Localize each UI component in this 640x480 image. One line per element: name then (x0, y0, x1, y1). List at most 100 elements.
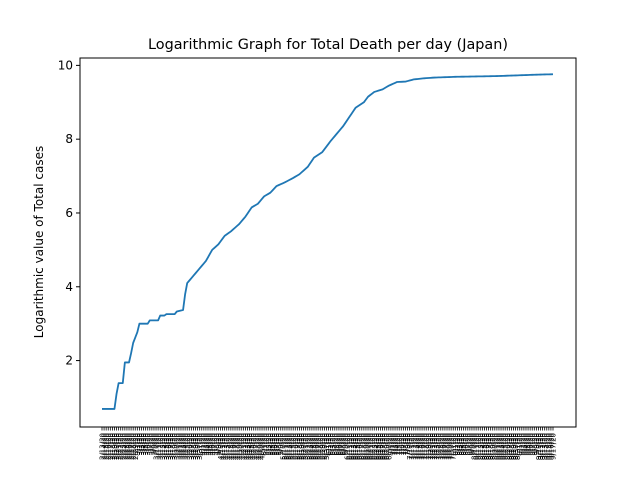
x-tick-label: 9/1/20 (516, 433, 524, 456)
x-tick-label: 3/19/20 (171, 433, 179, 460)
x-tick-label: 5/13/20 (286, 433, 294, 460)
x-tick-label: 8/1/20 (452, 433, 460, 456)
x-tick-label: 5/16/20 (292, 433, 300, 460)
x-tick-label: 4/12/20 (221, 433, 229, 460)
x-tick-label: 7/1/20 (387, 433, 395, 456)
x-tick-label: 6/8/20 (340, 433, 348, 456)
x-tick-label: 5/26/20 (313, 433, 321, 460)
x-tick-label: 7/22/20 (431, 433, 439, 460)
x-tick-label: 7/6/20 (398, 433, 406, 456)
x-tick-label: 8/18/20 (487, 433, 495, 460)
x-tick-label: 7/23/20 (433, 433, 441, 460)
x-tick-label: 3/5/20 (142, 433, 150, 456)
x-tick-label: 6/30/20 (385, 433, 393, 460)
x-tick-label: 4/30/20 (259, 433, 267, 460)
x-tick-label: 2/15/20 (103, 433, 111, 460)
x-tick-label: 7/3/20 (392, 433, 400, 456)
x-tick-label: 2/26/20 (126, 433, 134, 460)
x-tick-label: 8/22/20 (495, 433, 503, 460)
x-tick-label: 6/4/20 (331, 433, 339, 456)
x-tick-label: 3/21/20 (175, 433, 183, 460)
x-tick-label: 4/6/20 (209, 433, 217, 456)
x-tick-label: 9/16/20 (547, 433, 555, 460)
x-tick-label: 3/1/20 (134, 433, 142, 456)
x-tick-label: 3/8/20 (148, 433, 156, 456)
x-tick-label: 3/12/20 (157, 433, 165, 460)
x-tick-label: 9/6/20 (527, 433, 535, 456)
x-tick-label: 8/29/20 (510, 433, 518, 460)
x-tick-label: 5/1/20 (261, 433, 269, 456)
x-tick-label: 6/21/20 (367, 433, 375, 460)
x-tick-label: 7/5/20 (396, 433, 404, 456)
x-tick-label: 6/29/20 (383, 433, 391, 460)
x-tick-label: 6/11/20 (346, 433, 354, 460)
x-tick-label: 5/19/20 (298, 433, 306, 460)
x-tick-label: 4/17/20 (232, 433, 240, 460)
x-tick-label: 8/23/20 (498, 433, 506, 460)
x-tick-label: 8/16/20 (483, 433, 491, 460)
x-tick-label: 5/7/20 (273, 433, 281, 456)
x-tick-label: 9/3/20 (520, 433, 528, 456)
x-tick-label: 7/8/20 (402, 433, 410, 456)
x-tick-label: 9/17/20 (550, 433, 558, 460)
x-tick-label: 5/12/20 (283, 433, 291, 460)
x-tick-label: 2/23/20 (119, 433, 127, 460)
x-tick-label: 5/3/20 (265, 433, 273, 456)
x-tick-label: 3/7/20 (146, 433, 154, 456)
x-tick-label: 6/22/20 (369, 433, 377, 460)
x-tick-label: 3/4/20 (140, 433, 148, 456)
x-tick-label: 5/6/20 (271, 433, 279, 456)
x-tick-label: 8/6/20 (462, 433, 470, 456)
x-tick-label: 9/14/20 (543, 433, 551, 460)
x-tick-label: 8/12/20 (475, 433, 483, 460)
x-tick-label: 6/16/20 (356, 433, 364, 460)
x-tick-label: 6/19/20 (362, 433, 370, 460)
x-tick-label: 3/26/20 (186, 433, 194, 460)
x-tick-label: 6/25/20 (375, 433, 383, 460)
x-tick-label: 5/17/20 (294, 433, 302, 460)
x-tick-label: 8/26/20 (504, 433, 512, 460)
x-tick-label: 5/23/20 (306, 433, 314, 460)
x-tick-label: 2/22/20 (117, 433, 125, 460)
y-ticks: 2 4 6 8 10 (58, 58, 80, 368)
x-tick-label: 6/14/20 (352, 433, 360, 460)
y-axis-label: Logarithmic value of Total cases (32, 146, 46, 338)
x-tick-label: 7/11/20 (408, 433, 416, 460)
x-tick-label: 5/15/20 (290, 433, 298, 460)
x-tick-label: 2/27/20 (128, 433, 136, 460)
x-tick-label: 4/27/20 (252, 433, 260, 460)
x-tick-label: 5/24/20 (308, 433, 316, 460)
x-tick-label: 4/4/20 (204, 433, 212, 456)
x-tick-label: 9/4/20 (522, 433, 530, 456)
x-tick-label: 5/21/20 (302, 433, 310, 460)
x-tick-label: 4/9/20 (215, 433, 223, 456)
x-tick-label: 8/14/20 (479, 433, 487, 460)
x-tick-label: 4/19/20 (236, 433, 244, 460)
x-tick-label: 8/19/20 (489, 433, 497, 460)
x-tick-label: 7/19/20 (425, 433, 433, 460)
x-tick-label: 3/29/20 (192, 433, 200, 460)
x-tick-label: 5/4/20 (267, 433, 275, 456)
x-tick-label: 5/11/20 (281, 433, 289, 460)
x-tick-label: 7/30/20 (448, 433, 456, 460)
x-tick-label: 5/2/20 (263, 433, 271, 456)
x-tick-label: 4/3/20 (202, 433, 210, 456)
x-tick-label: 5/18/20 (296, 433, 304, 460)
x-tick-label: 7/25/20 (437, 433, 445, 460)
x-tick-label: 2/24/20 (121, 433, 129, 460)
x-tick-label: 3/14/20 (161, 433, 169, 460)
x-tick-label: 4/5/20 (207, 433, 215, 456)
x-tick-label: 7/14/20 (414, 433, 422, 460)
x-tick-label: 5/8/20 (275, 433, 283, 456)
x-tick-label: 8/15/20 (481, 433, 489, 460)
x-tick-label: 7/4/20 (394, 433, 402, 456)
x-tick-label: 7/20/20 (427, 433, 435, 460)
x-tick-label: 6/23/20 (371, 433, 379, 460)
x-tick-label: 3/30/20 (194, 433, 202, 460)
x-tick-label: 7/28/20 (444, 433, 452, 460)
x-tick-label: 9/5/20 (525, 433, 533, 456)
y-tick-label: 8 (65, 132, 73, 146)
x-tick-label: 7/31/20 (450, 433, 458, 460)
axes-frame (79, 57, 577, 428)
x-tick-label: 6/5/20 (333, 433, 341, 456)
